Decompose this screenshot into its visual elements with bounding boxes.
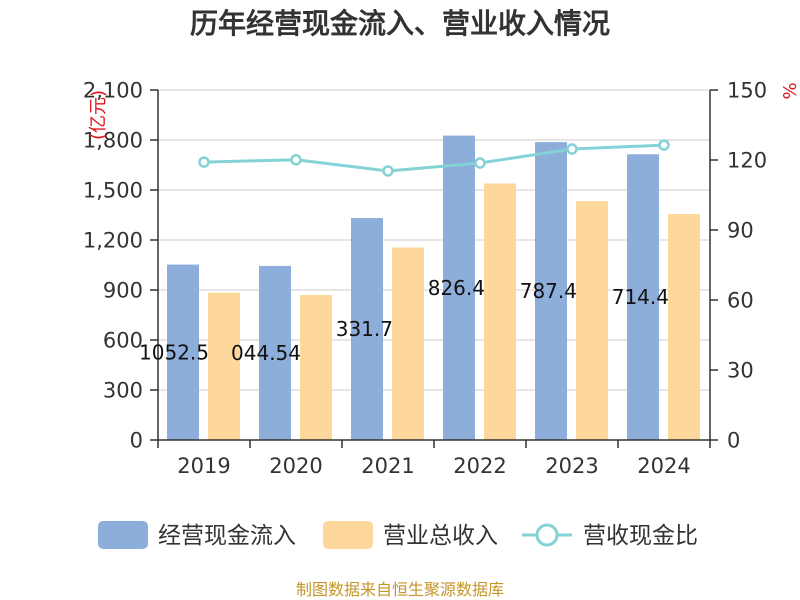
point-cash-ratio-2023	[566, 143, 578, 155]
point-cash-ratio-2019	[198, 156, 210, 168]
left-tick-label: 300	[103, 379, 143, 403]
left-tick-label: 1,500	[83, 179, 143, 203]
data-label-cash-inflow-2021: 331.7	[336, 317, 393, 341]
x-tick-label: 2019	[177, 454, 230, 478]
bar-revenue-2020	[300, 295, 332, 440]
left-tick-label: 900	[103, 279, 143, 303]
data-labels: 1052.5 044.54 331.7 826.4 787.4 714.4	[139, 276, 669, 365]
point-cash-ratio-2022	[474, 157, 486, 169]
left-axis-name: (亿元)	[88, 90, 109, 140]
line-cash-ratio	[203, 143, 665, 173]
bar-cash-inflow-2024	[627, 154, 659, 440]
bar-cash-inflow-2020	[259, 265, 291, 440]
legend-item-revenue: 营业总收入	[323, 521, 498, 549]
right-axis-name: %	[780, 82, 800, 99]
legend-swatch-revenue	[323, 521, 373, 549]
legend-item-cash-ratio: 营收现金比	[522, 523, 698, 549]
data-label-cash-inflow-2020: 044.54	[231, 341, 301, 365]
legend-item-cash-inflow: 经营现金流入	[98, 521, 296, 549]
bar-revenue-2021	[392, 247, 424, 440]
x-tick-label: 2024	[637, 454, 690, 478]
x-tick-label: 2023	[545, 454, 598, 478]
bar-cash-inflow-2023	[535, 142, 567, 440]
axes: 0 300 600 900 1,200 1,500 1,800 2,100 0 30 60 90 120…	[83, 79, 767, 479]
bar-cash-inflow-2019	[167, 264, 199, 440]
ratio-line-series	[198, 139, 670, 177]
left-tick-label: 1,800	[83, 129, 143, 153]
gridlines	[158, 89, 710, 391]
data-label-cash-inflow-2024: 714.4	[612, 285, 669, 309]
right-tick-label: 90	[727, 219, 754, 243]
point-cash-ratio-2020	[290, 154, 302, 166]
legend-label-revenue: 营业总收入	[383, 523, 498, 549]
right-tick-label: 60	[727, 289, 754, 313]
bar-revenue-2024	[668, 214, 700, 440]
bar-cash-inflow-2021	[351, 218, 383, 440]
data-label-cash-inflow-2023: 787.4	[520, 279, 577, 303]
legend: 经营现金流入 营业总收入 营收现金比	[98, 521, 698, 549]
x-tick-label: 2020	[269, 454, 322, 478]
bar-revenue-2023	[576, 201, 608, 440]
bars	[167, 135, 700, 440]
bar-cash-inflow-2022	[443, 135, 475, 440]
x-tick-label: 2022	[453, 454, 506, 478]
x-tick-label: 2021	[361, 454, 414, 478]
legend-swatch-cash-inflow	[98, 521, 148, 549]
right-tick-label: 120	[727, 149, 767, 173]
data-label-cash-inflow-2019: 1052.5	[139, 340, 209, 364]
legend-marker-cash-ratio	[535, 523, 559, 547]
left-tick-label: 2,100	[83, 79, 143, 103]
right-tick-label: 150	[727, 79, 767, 103]
point-cash-ratio-2021	[382, 165, 394, 177]
left-tick-label: 0	[130, 429, 143, 453]
left-tick-label: 1,200	[83, 229, 143, 253]
point-cash-ratio-2024	[658, 139, 670, 151]
chart-title: 历年经营现金流入、营业收入情况	[190, 7, 610, 40]
right-tick-label: 30	[727, 359, 754, 383]
data-label-cash-inflow-2022: 826.4	[428, 276, 485, 300]
legend-label-cash-inflow: 经营现金流入	[158, 523, 296, 549]
footer-source: 制图数据来自恒生聚源数据库	[296, 580, 504, 599]
legend-label-cash-ratio: 营收现金比	[583, 523, 698, 549]
bar-revenue-2022	[484, 183, 516, 440]
left-tick-label: 600	[103, 329, 143, 353]
right-tick-label: 0	[727, 429, 740, 453]
bar-revenue-2019	[208, 292, 240, 440]
